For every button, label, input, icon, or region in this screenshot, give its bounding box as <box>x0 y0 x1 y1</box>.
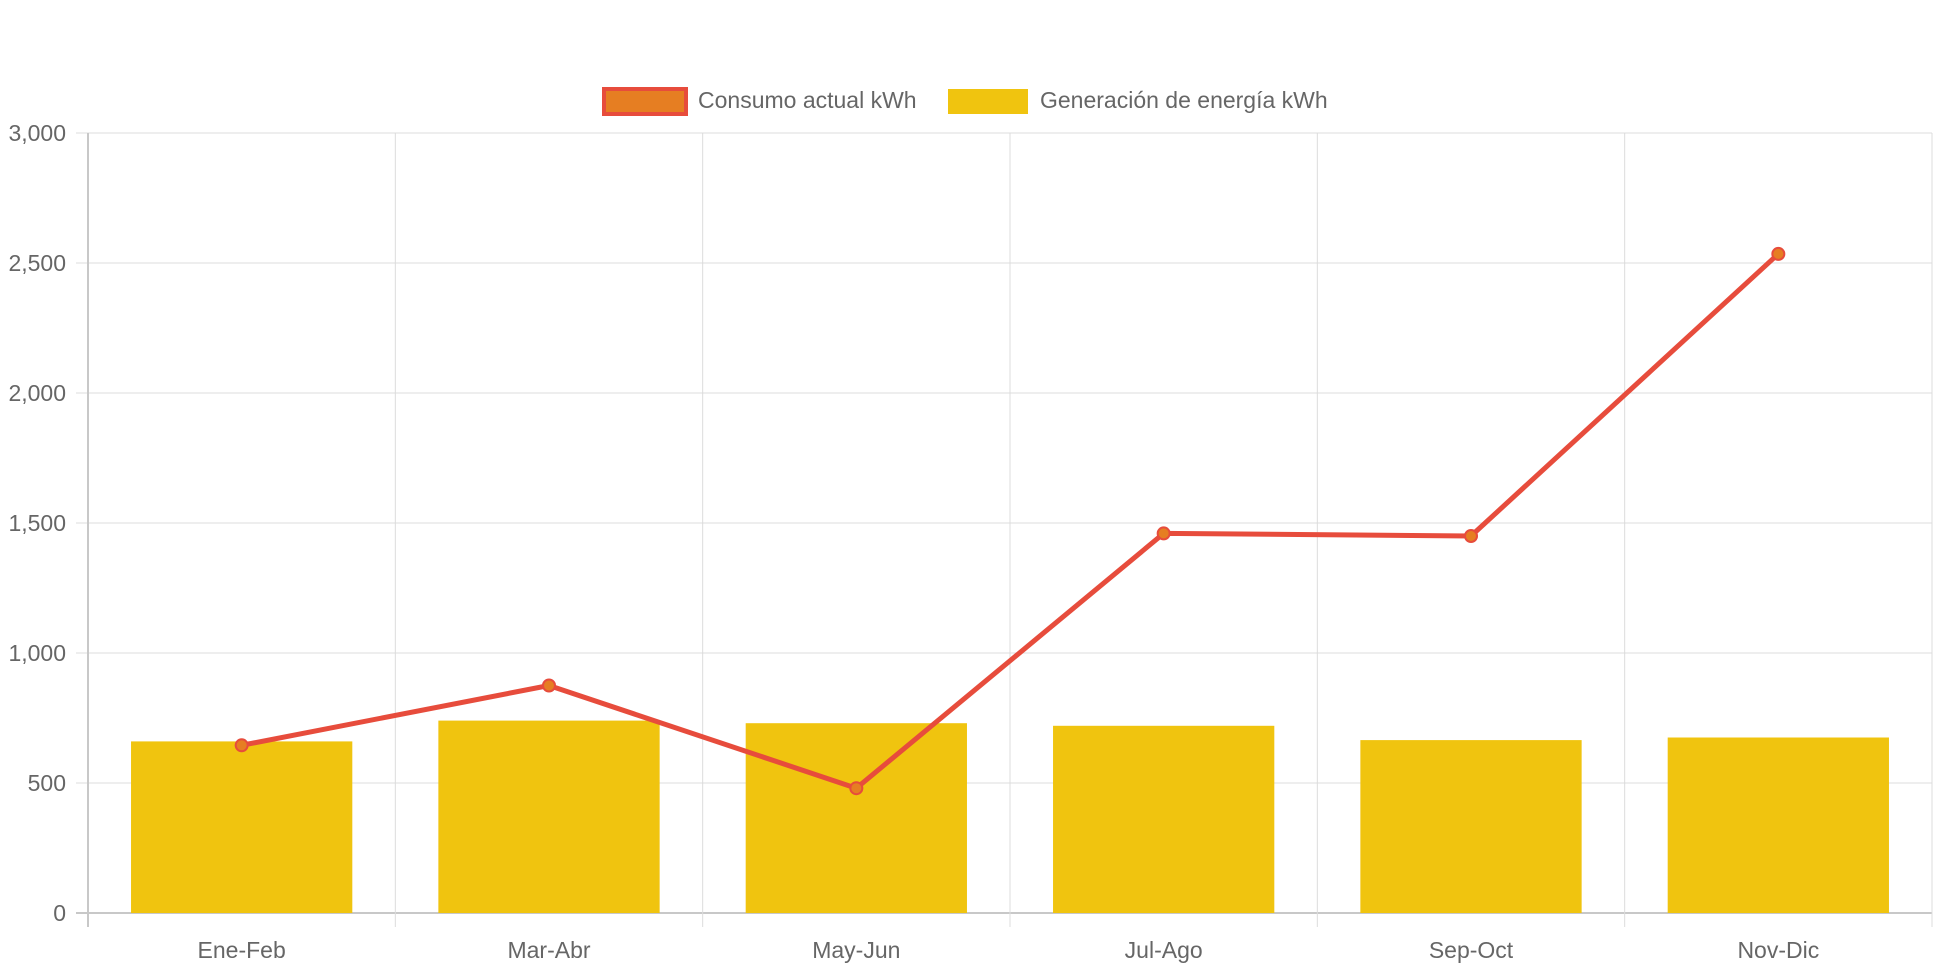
legend-item-consumo[interactable]: Consumo actual kWh <box>602 87 917 116</box>
legend-swatch-generacion <box>948 89 1028 114</box>
legend: Consumo actual kWh Generación de energía… <box>602 87 1328 116</box>
bar-generacion <box>131 741 353 913</box>
legend-item-generacion[interactable]: Generación de energía kWh <box>948 87 1328 114</box>
y-tick-label: 1,000 <box>8 640 66 666</box>
point-consumo <box>542 678 556 693</box>
x-tick-label: Mar-Abr <box>507 937 590 963</box>
grid-lines <box>76 132 1933 927</box>
bar-generacion <box>438 720 660 913</box>
y-tick-label: 2,500 <box>8 250 66 276</box>
legend-swatch-consumo <box>602 87 688 116</box>
line-consumo <box>241 252 1781 791</box>
legend-label-consumo: Consumo actual kWh <box>698 87 917 113</box>
point-consumo <box>1156 526 1171 541</box>
x-tick-label: Ene-Feb <box>198 937 286 963</box>
y-tick-label: 0 <box>53 900 66 926</box>
y-tick-label: 1,500 <box>8 510 66 536</box>
line-series-consumo <box>234 246 1786 796</box>
axes: 0 500 1,000 1,500 2,000 2,500 3,000 Ene-Feb Mar-… <box>8 120 1819 963</box>
x-tick-label: May-Jun <box>812 937 900 963</box>
point-consumo <box>1464 529 1478 543</box>
bar-generacion <box>1053 725 1275 913</box>
point-consumo <box>234 738 249 753</box>
bar-generacion <box>745 723 967 913</box>
x-tick-label: Sep-Oct <box>1429 937 1514 963</box>
y-tick-label: 2,000 <box>8 380 66 406</box>
x-tick-label: Nov-Dic <box>1737 937 1819 963</box>
bar-generacion <box>1667 737 1889 913</box>
y-tick-label: 500 <box>28 770 66 796</box>
legend-label-generacion: Generación de energía kWh <box>1040 87 1328 113</box>
x-tick-label: Jul-Ago <box>1125 937 1203 963</box>
y-tick-label: 3,000 <box>8 120 66 146</box>
point-consumo <box>1771 246 1786 261</box>
bar-series-generacion <box>131 720 1889 913</box>
point-consumo <box>849 781 864 796</box>
bar-generacion <box>1360 740 1582 913</box>
